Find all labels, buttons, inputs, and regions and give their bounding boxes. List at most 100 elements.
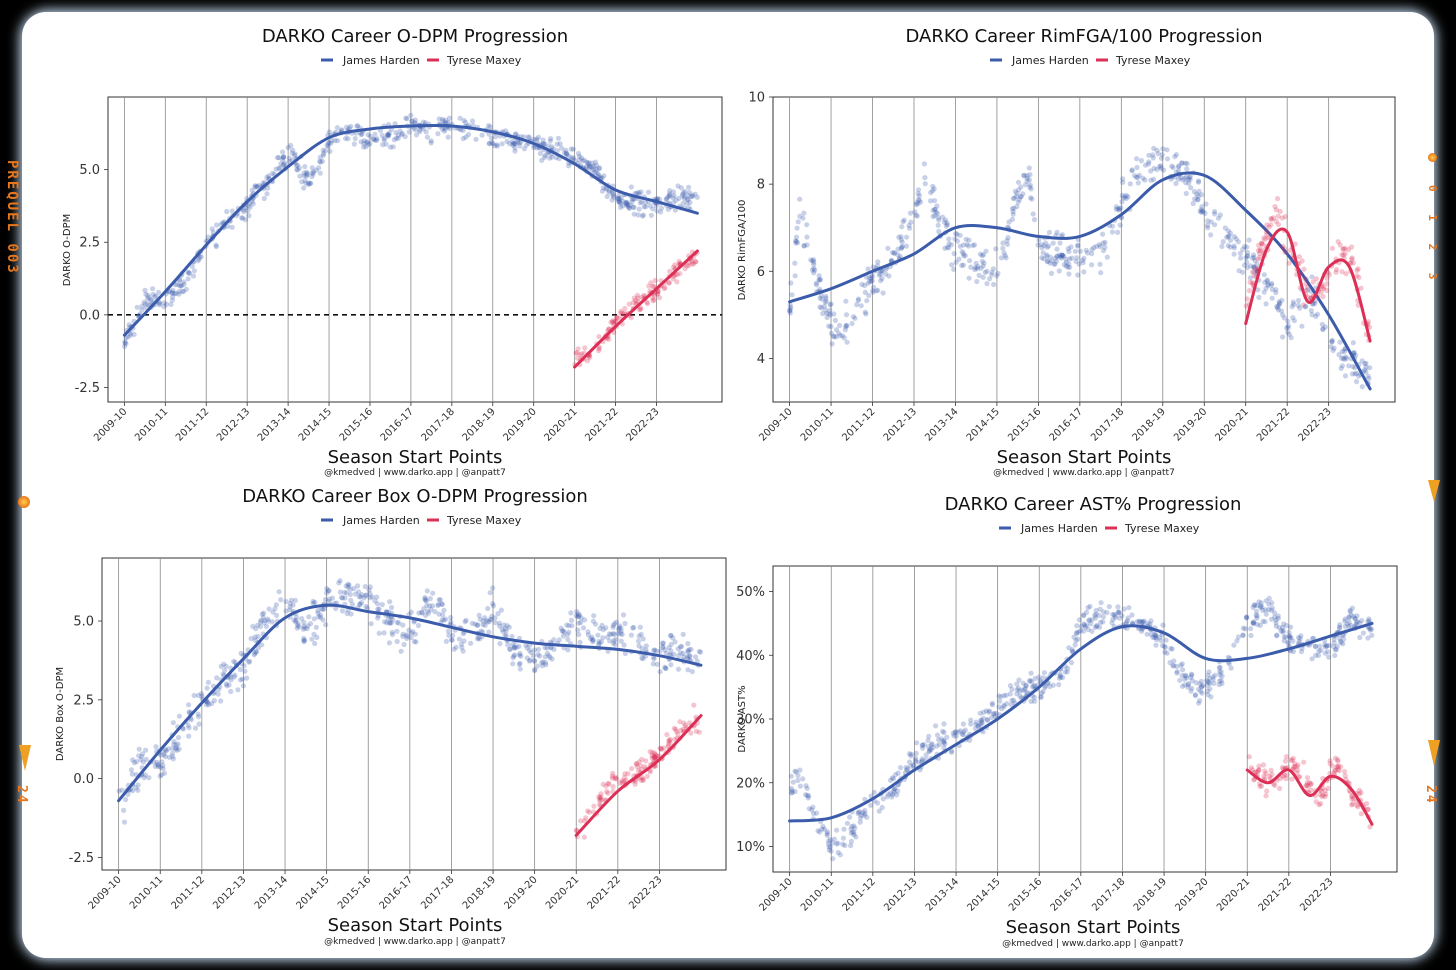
data-point: [674, 279, 680, 285]
data-point: [1238, 255, 1244, 261]
data-point: [1332, 647, 1339, 653]
data-point: [255, 633, 261, 640]
data-point: [1164, 147, 1170, 153]
data-point: [984, 281, 990, 287]
data-point: [463, 617, 469, 623]
data-point: [880, 290, 886, 296]
data-point: [486, 141, 492, 147]
data-point: [301, 185, 307, 191]
data-point: [648, 212, 655, 218]
frame-right-dot-top: [1428, 153, 1437, 162]
data-point: [570, 146, 576, 152]
data-point: [1116, 610, 1122, 616]
data-point: [415, 622, 422, 629]
data-point: [921, 161, 928, 167]
data-point: [443, 120, 449, 126]
data-point: [1097, 261, 1103, 267]
data-point: [355, 583, 361, 589]
data-point: [517, 660, 523, 667]
data-point: [666, 191, 673, 197]
data-point: [146, 294, 152, 301]
data-point: [294, 162, 301, 168]
data-point: [844, 820, 851, 826]
data-point: [186, 733, 192, 739]
data-point: [1068, 660, 1075, 666]
data-point: [1029, 679, 1035, 685]
data-point: [313, 167, 319, 173]
y-axis-label: DARKO RimFGA/100: [737, 200, 748, 301]
data-point: [561, 150, 568, 156]
data-point: [867, 278, 873, 284]
data-point: [664, 196, 670, 202]
data-point: [191, 268, 197, 274]
data-point: [804, 234, 810, 240]
data-point: [1203, 201, 1209, 207]
data-point: [544, 645, 550, 651]
data-point: [643, 204, 649, 210]
data-point: [849, 320, 855, 327]
data-point: [1237, 250, 1243, 256]
data-point: [930, 188, 936, 194]
data-point: [320, 147, 326, 153]
data-point: [286, 155, 292, 161]
data-point: [1225, 242, 1231, 249]
data-point: [1360, 630, 1366, 636]
data-point: [1007, 683, 1014, 689]
data-point: [244, 675, 250, 681]
data-point: [125, 334, 131, 340]
data-point: [384, 620, 390, 626]
data-point: [170, 756, 176, 762]
data-point: [367, 584, 373, 590]
data-point: [670, 195, 676, 201]
data-point: [966, 237, 972, 243]
data-point: [635, 638, 642, 644]
data-point: [1204, 222, 1210, 228]
data-point: [198, 691, 205, 697]
data-point: [613, 619, 620, 625]
data-point: [617, 204, 624, 210]
legend-label-maxey: Tyrese Maxey: [1115, 54, 1191, 67]
data-point: [1083, 609, 1090, 616]
data-point: [665, 194, 671, 200]
data-point: [1248, 765, 1254, 771]
data-point: [680, 200, 686, 206]
data-point: [677, 271, 683, 277]
data-point: [655, 195, 661, 202]
data-point: [604, 193, 610, 200]
data-point: [540, 141, 546, 147]
data-point: [596, 348, 602, 354]
data-point: [681, 190, 687, 196]
data-point: [960, 242, 967, 248]
data-point: [875, 800, 881, 806]
data-point: [569, 154, 575, 161]
data-point: [1115, 229, 1121, 235]
data-point: [387, 599, 393, 605]
data-point: [1083, 623, 1090, 629]
data-point: [223, 681, 229, 687]
data-point: [1340, 246, 1346, 252]
data-point: [668, 648, 674, 654]
data-point: [1185, 681, 1192, 687]
data-point: [990, 266, 997, 272]
data-point: [393, 129, 399, 136]
data-point: [143, 747, 149, 753]
data-point: [1207, 686, 1213, 692]
data-point: [406, 129, 412, 135]
data-point: [303, 173, 309, 179]
data-point: [557, 141, 563, 147]
data-point: [274, 612, 280, 619]
data-point: [397, 128, 403, 134]
data-point: [840, 841, 846, 847]
data-point: [277, 165, 283, 171]
data-point: [490, 585, 496, 591]
data-point: [1255, 256, 1261, 262]
data-point: [1173, 180, 1179, 187]
data-point: [640, 212, 647, 218]
data-point: [332, 137, 338, 144]
data-point: [863, 311, 869, 317]
data-point: [1266, 595, 1272, 602]
chart-title: DARKO Career O-DPM Progression: [262, 26, 568, 47]
data-point: [204, 685, 210, 691]
data-point: [1329, 339, 1335, 345]
data-point: [1282, 758, 1289, 764]
